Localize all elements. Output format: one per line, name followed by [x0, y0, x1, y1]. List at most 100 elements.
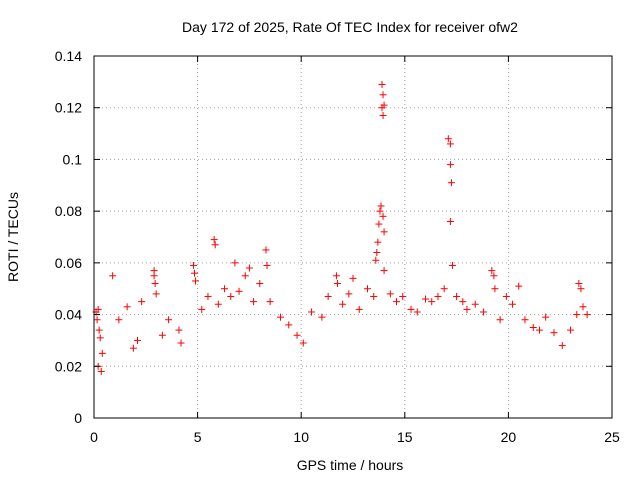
data-point [276, 313, 284, 321]
x-tick-label: 10 [293, 429, 309, 445]
data-point [333, 280, 341, 288]
data-point [502, 292, 510, 300]
data-points [92, 80, 591, 375]
data-point [453, 292, 461, 300]
data-point [379, 111, 387, 119]
data-point [262, 246, 270, 254]
data-point [211, 241, 219, 249]
data-point [413, 308, 421, 316]
data-point [355, 305, 363, 313]
data-point [285, 321, 293, 329]
chart-title: Day 172 of 2025, Rate Of TEC Index for r… [182, 19, 518, 35]
data-point [97, 367, 105, 375]
data-point [446, 140, 454, 148]
y-tick-label: 0.02 [55, 358, 82, 374]
data-point [308, 308, 316, 316]
data-point [332, 272, 340, 280]
data-point [339, 300, 347, 308]
data-point [372, 256, 380, 264]
y-tick-label: 0.1 [63, 151, 83, 167]
data-point [345, 290, 353, 298]
data-point [370, 292, 378, 300]
data-point [577, 285, 585, 293]
data-point [509, 300, 517, 308]
data-point [299, 339, 307, 347]
data-point [109, 272, 117, 280]
data-point [190, 269, 198, 277]
data-point [488, 267, 496, 275]
data-point [204, 292, 212, 300]
data-point [491, 285, 499, 293]
x-tick-label: 15 [397, 429, 413, 445]
data-point [579, 303, 587, 311]
data-point [380, 101, 388, 109]
data-point [324, 292, 332, 300]
data-point [98, 349, 106, 357]
data-point [444, 135, 452, 143]
data-point [496, 316, 504, 324]
data-point [373, 249, 381, 257]
data-point [447, 179, 455, 187]
x-tick-label: 0 [90, 429, 98, 445]
data-point [379, 91, 387, 99]
y-tick-label: 0.08 [55, 203, 82, 219]
data-point [241, 272, 249, 280]
data-point [471, 300, 479, 308]
data-point [490, 272, 498, 280]
data-point [434, 292, 442, 300]
y-tick-label: 0 [74, 410, 82, 426]
data-point [378, 80, 386, 88]
data-point [152, 290, 160, 298]
data-point [567, 326, 575, 334]
data-point [214, 300, 222, 308]
data-point [192, 277, 200, 285]
data-point [573, 311, 581, 319]
data-point [422, 295, 430, 303]
data-point [189, 261, 197, 269]
data-point [150, 272, 158, 280]
y-tick-label: 0.14 [55, 48, 82, 64]
data-point [198, 305, 206, 313]
data-point [263, 261, 271, 269]
data-point [210, 236, 218, 244]
data-point [399, 292, 407, 300]
x-axis-label: GPS time / hours [297, 457, 404, 473]
data-point [374, 238, 382, 246]
data-point [318, 313, 326, 321]
data-point [165, 316, 173, 324]
data-point [245, 264, 253, 272]
data-point [446, 161, 454, 169]
grid-lines [94, 56, 612, 418]
data-point [377, 202, 385, 210]
data-point [231, 259, 239, 267]
data-point [380, 228, 388, 236]
data-point [123, 303, 131, 311]
y-axis-label: ROTI / TECUs [5, 192, 21, 282]
data-point [529, 324, 537, 331]
y-tick-label: 0.04 [55, 307, 82, 323]
data-point [542, 313, 550, 321]
data-point [293, 331, 301, 339]
data-point [575, 280, 583, 288]
axis-ticks: 0 5 10 15 20 25 0 0.02 0.04 0.06 0.08 0.1 0.12 0.14 [55, 48, 620, 445]
data-point [386, 290, 394, 298]
data-point [129, 344, 137, 352]
data-point [380, 267, 388, 275]
data-point [134, 336, 142, 344]
data-point [151, 280, 159, 288]
data-point [175, 326, 183, 334]
data-point [95, 326, 103, 334]
data-point [266, 298, 274, 306]
data-point [480, 308, 488, 316]
data-point [376, 207, 384, 215]
x-tick-label: 5 [194, 429, 202, 445]
data-point [550, 329, 558, 337]
data-point [583, 311, 591, 319]
data-point [94, 305, 102, 313]
data-point [393, 298, 401, 306]
data-point [521, 316, 529, 324]
data-point [558, 342, 566, 350]
data-point [379, 212, 387, 220]
data-point [250, 298, 258, 306]
